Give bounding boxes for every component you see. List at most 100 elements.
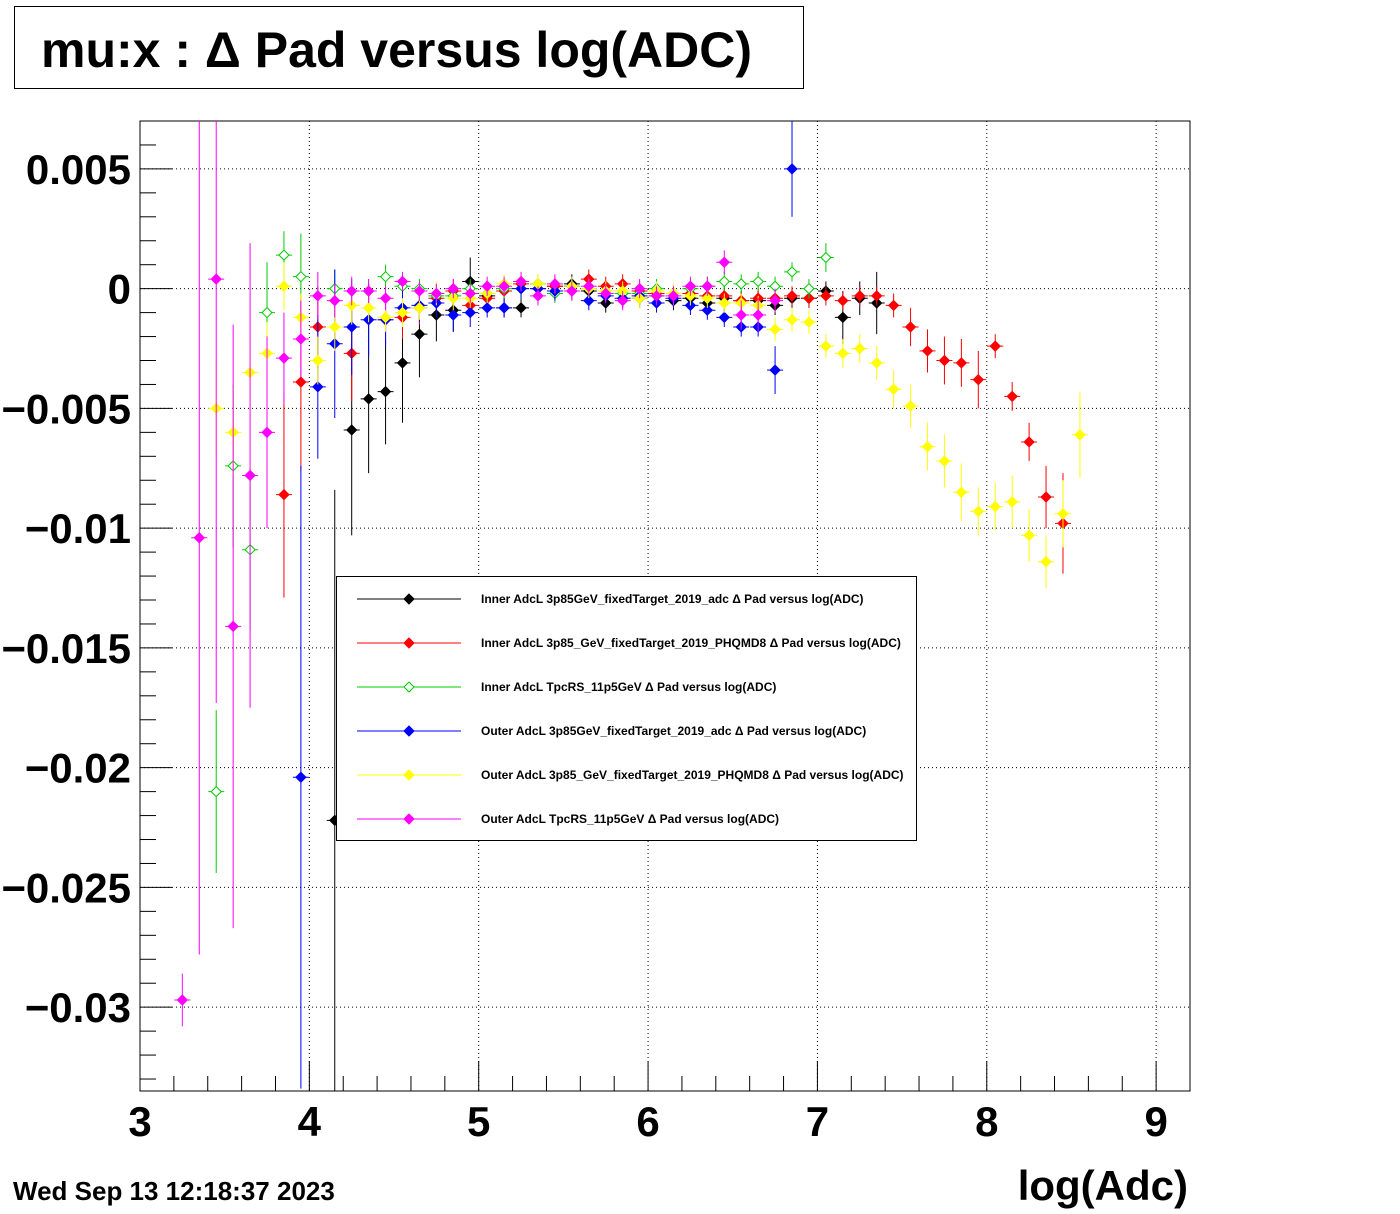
data-point	[295, 333, 307, 345]
data-point	[650, 290, 663, 302]
data-point	[1040, 555, 1052, 568]
data-point	[769, 364, 781, 376]
y-tick-label: −0.03	[25, 984, 131, 1031]
data-point	[312, 290, 324, 302]
data-point	[278, 249, 290, 261]
data-point	[989, 340, 1001, 352]
data-point	[379, 270, 392, 283]
data-point	[329, 294, 341, 307]
legend-entry: Outer AdcL TpcRS_11p5GeV Δ Pad versus lo…	[337, 804, 916, 834]
legend-entry: Inner AdcL 3p85_GeV_fixedTarget_2019_PHQ…	[337, 628, 916, 658]
y-tick-label: −0.02	[25, 745, 131, 792]
data-point	[295, 771, 307, 783]
data-point	[786, 290, 798, 302]
series-group	[174, 121, 784, 1027]
data-point	[345, 424, 358, 436]
data-marks	[174, 121, 1088, 1091]
data-point	[718, 256, 730, 269]
data-point	[430, 287, 443, 300]
data-point	[718, 275, 730, 288]
data-point	[396, 357, 409, 369]
data-point	[447, 282, 460, 295]
data-point	[295, 270, 307, 283]
axes: 3 4 5 6 7 8 9 0.005 0 −0.005 −0.01 −0.015 −0.02 −0.02…	[1, 120, 1191, 1145]
legend-swatch	[357, 637, 461, 649]
data-point	[549, 278, 561, 290]
data-point	[295, 376, 307, 388]
data-point	[786, 266, 798, 278]
x-tick-label: 4	[298, 1098, 322, 1145]
data-point	[447, 309, 460, 321]
data-point	[600, 287, 612, 300]
data-point	[887, 383, 900, 395]
data-point	[379, 385, 392, 398]
data-point	[938, 354, 951, 367]
data-point	[904, 321, 917, 333]
data-point	[921, 345, 934, 357]
data-point	[312, 381, 324, 393]
data-point	[362, 302, 375, 314]
legend-swatch-marker	[403, 725, 415, 737]
y-tick-label: −0.005	[1, 385, 131, 432]
data-point	[701, 304, 714, 316]
data-point	[989, 500, 1001, 513]
data-point	[1006, 390, 1018, 403]
data-point	[972, 505, 985, 518]
y-tick-label: −0.01	[25, 505, 131, 552]
data-point	[210, 785, 222, 798]
legend-entry: Inner AdcL 3p85GeV_fixedTarget_2019_adc …	[337, 584, 916, 614]
legend-entry: Outer AdcL 3p85_GeV_fixedTarget_2019_PHQ…	[337, 760, 916, 790]
x-tick-label: 6	[636, 1098, 659, 1145]
data-point	[667, 290, 680, 302]
legend-swatch-marker	[403, 637, 415, 649]
data-point	[176, 994, 189, 1006]
data-point	[701, 280, 714, 292]
data-point	[820, 251, 832, 264]
data-point	[837, 294, 849, 307]
data-point	[837, 311, 849, 324]
data-point	[278, 488, 290, 501]
data-point	[498, 302, 510, 314]
data-point	[684, 280, 697, 292]
data-point	[1006, 496, 1018, 508]
title-box: mu:x : Δ Pad versus log(ADC)	[14, 6, 804, 89]
data-point	[1023, 436, 1035, 448]
data-point	[854, 342, 866, 355]
legend-label: Outer AdcL 3p85GeV_fixedTarget_2019_adc …	[481, 724, 867, 738]
data-point	[193, 532, 205, 544]
data-point	[396, 275, 409, 288]
data-point	[396, 306, 409, 319]
data-point	[464, 306, 476, 319]
data-point	[870, 357, 883, 369]
data-point	[938, 455, 951, 467]
data-point	[362, 285, 375, 297]
data-point	[566, 285, 578, 297]
data-point	[583, 294, 595, 307]
data-point	[413, 302, 426, 314]
legend-swatch	[357, 681, 461, 693]
data-point	[278, 280, 290, 292]
data-point	[532, 290, 544, 302]
data-point	[1040, 491, 1052, 503]
data-point	[413, 285, 426, 297]
series-group	[275, 269, 1071, 598]
legend-label: Inner AdcL TpcRS_11p5GeV Δ Pad versus lo…	[481, 680, 777, 694]
timestamp: Wed Sep 13 12:18:37 2023	[13, 1176, 335, 1206]
y-tick-label: −0.025	[1, 864, 131, 911]
x-tick-label: 3	[128, 1098, 151, 1145]
data-point	[481, 302, 493, 314]
data-point	[955, 357, 968, 369]
data-point	[701, 292, 714, 304]
data-point	[718, 297, 730, 309]
data-point	[227, 620, 239, 633]
data-point	[837, 347, 849, 360]
data-point	[278, 352, 290, 364]
data-point	[312, 354, 324, 367]
data-point	[769, 323, 781, 336]
data-point	[379, 311, 392, 324]
legend-swatch-marker	[403, 813, 415, 825]
data-point	[786, 314, 798, 326]
data-point	[1074, 429, 1086, 441]
x-tick-label: 9	[1144, 1098, 1167, 1145]
